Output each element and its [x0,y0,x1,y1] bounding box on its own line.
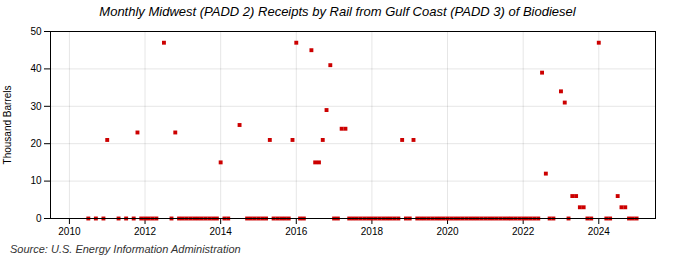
svg-text:0: 0 [36,213,42,224]
svg-text:50: 50 [30,26,42,37]
html-text:Source: U.S. Energy Informatio: Source: U.S. Energy Information Administ… [10,243,241,255]
svg-text:2016: 2016 [285,226,308,237]
svg-text:10: 10 [30,175,42,186]
svg-text:2014: 2014 [210,226,233,237]
html-text:Monthly Midwest (PADD 2) Recei: Monthly Midwest (PADD 2) Receipts by Rai… [99,4,576,19]
svg-text:2018: 2018 [361,226,384,237]
svg-text:2022: 2022 [512,226,535,237]
svg-text:2010: 2010 [58,226,81,237]
svg-text:2024: 2024 [588,226,611,237]
svg-text:2020: 2020 [436,226,459,237]
svg-text:20: 20 [30,138,42,149]
svg-text:30: 30 [30,101,42,112]
svg-text:Thousand Barrels: Thousand Barrels [2,86,13,165]
svg-text:2012: 2012 [134,226,157,237]
svg-text:40: 40 [30,63,42,74]
